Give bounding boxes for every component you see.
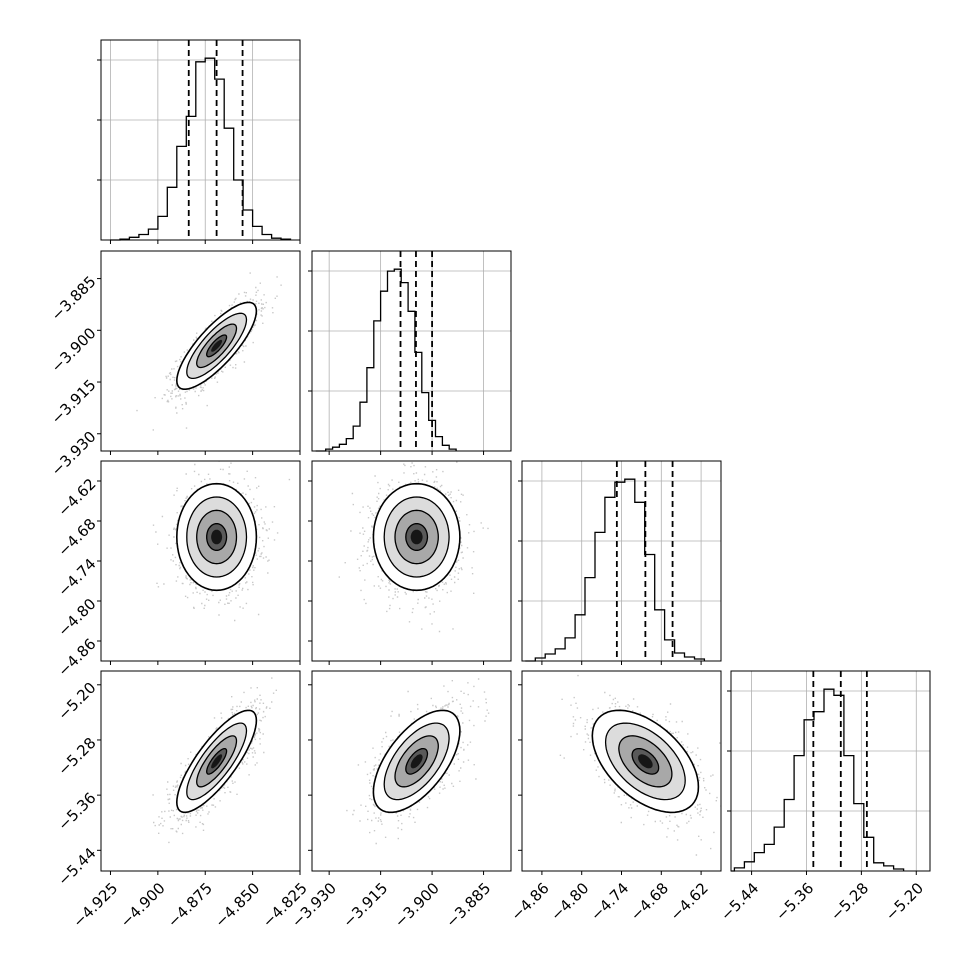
x-tick-label: −5.28 [827, 879, 872, 924]
hist-panel-2 [518, 460, 722, 665]
y-tick-label: −5.44 [54, 844, 99, 889]
x-tick-label: −4.850 [211, 879, 263, 931]
hist-panel-1 [308, 250, 512, 455]
contour-line [196, 509, 238, 565]
density-fill [211, 529, 223, 545]
contour-line [196, 323, 238, 369]
x-tick-label: −3.885 [442, 879, 494, 931]
pair-panel-1-0 [97, 250, 301, 455]
x-tick-label: −4.925 [69, 879, 121, 931]
contour-line [372, 709, 461, 814]
pair-frame [311, 670, 512, 872]
pair-panel-2-1 [308, 460, 512, 665]
contour-line [591, 709, 700, 814]
y-tick-label: −4.68 [54, 515, 99, 560]
x-tick-label: −4.68 [627, 879, 672, 924]
x-tick-label: −4.80 [547, 879, 592, 924]
y-tick-label: −3.930 [48, 428, 100, 480]
y-tick-label: −5.36 [54, 789, 99, 834]
contour-line [604, 722, 686, 801]
contour-line [405, 523, 429, 551]
contour-line [405, 747, 429, 775]
pair-panel-3-0 [97, 670, 301, 875]
hist-panel-0 [97, 39, 301, 244]
x-tick-label: −4.900 [117, 879, 169, 931]
x-tick-label: −5.36 [772, 879, 817, 924]
histogram-step-line [525, 478, 706, 662]
x-tick-label: −4.62 [667, 879, 712, 924]
contour-line [618, 735, 673, 788]
y-tick-label: −4.80 [54, 595, 99, 640]
pair-frame [100, 250, 301, 452]
contour-line [206, 523, 228, 551]
y-tick-labels: −3.930−3.915−3.900−3.885−4.86−4.80−4.74−… [48, 272, 100, 889]
hist-panel-3 [727, 670, 931, 875]
y-tick-label: −5.28 [54, 734, 99, 779]
x-tick-labels: −4.925−4.900−4.875−4.850−4.825−3.930 −3.9… [69, 879, 927, 931]
x-tick-label: −4.74 [587, 879, 632, 924]
histogram-step-line [731, 688, 905, 872]
scatter-points [152, 461, 291, 622]
pair-panel-2-0 [97, 460, 301, 665]
x-tick-label: −4.875 [164, 879, 216, 931]
contour-line [206, 334, 228, 358]
contour-line [196, 735, 238, 788]
y-tick-label: −3.915 [48, 376, 100, 428]
contour-line [394, 735, 439, 788]
pair-frame [521, 670, 722, 872]
contour-line [206, 747, 228, 775]
contour-line [186, 496, 248, 578]
contour-line [186, 722, 248, 801]
density-fill [410, 529, 423, 545]
pair-panels [97, 250, 722, 875]
y-tick-label: −4.74 [54, 555, 99, 600]
contour-line [394, 509, 439, 565]
y-tick-label: −4.86 [54, 635, 99, 680]
histogram-step-line [315, 268, 457, 452]
hist-frame [311, 250, 512, 452]
contour-line [383, 722, 450, 801]
y-tick-label: −3.900 [48, 324, 100, 376]
histogram-step-line [110, 57, 292, 241]
hist-frame [100, 39, 301, 241]
density-fill [211, 339, 223, 352]
density-fill [211, 754, 223, 769]
pair-panel-3-2 [518, 670, 722, 875]
density-fill [410, 754, 423, 769]
contour-line [372, 482, 461, 592]
contour-line [175, 301, 258, 390]
hist-panels [97, 39, 931, 875]
contour-line [175, 482, 258, 592]
pair-frame [100, 670, 301, 872]
density-fill [638, 754, 653, 769]
pair-frame [311, 460, 512, 662]
x-tick-label: −4.86 [507, 879, 552, 924]
contour-line [175, 709, 258, 814]
pair-frame [100, 460, 301, 662]
y-tick-label: −4.62 [54, 475, 99, 520]
pair-panel-3-1 [308, 670, 512, 875]
x-tick-label: −3.915 [339, 879, 391, 931]
contour-line [631, 747, 660, 775]
contour-line [186, 312, 248, 380]
y-tick-label: −5.20 [54, 679, 99, 724]
x-tick-label: −5.20 [882, 879, 927, 924]
hist-frame [730, 670, 931, 872]
y-tick-label: −3.885 [48, 272, 100, 324]
contour-line [383, 496, 450, 578]
hist-frame [521, 460, 722, 662]
x-tick-label: −3.900 [391, 879, 443, 931]
x-tick-label: −5.44 [717, 879, 762, 924]
